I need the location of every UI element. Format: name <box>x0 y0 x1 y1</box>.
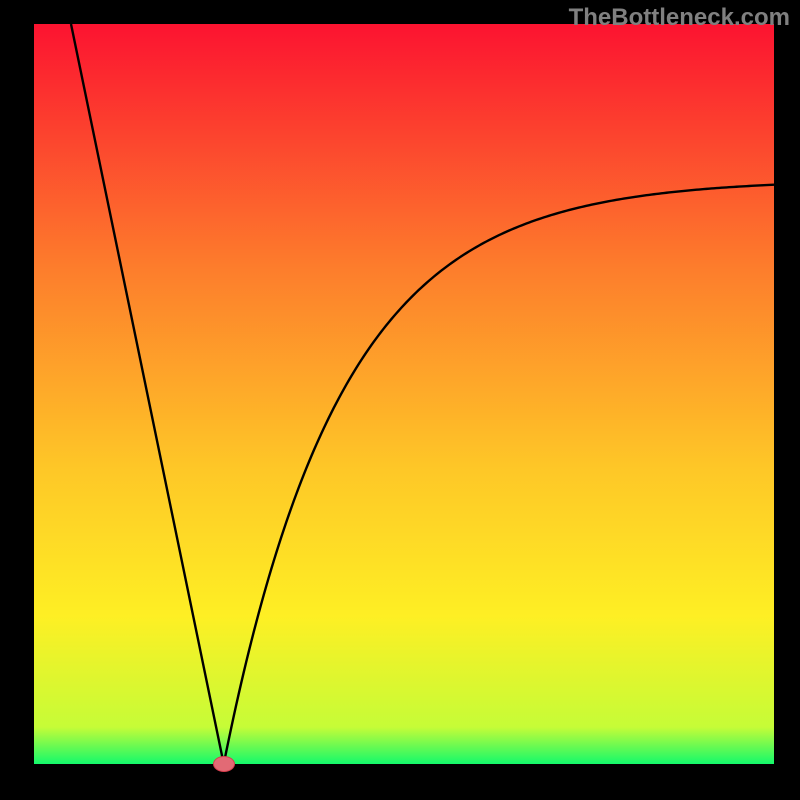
vertex-marker <box>213 756 235 772</box>
chart-container: TheBottleneck.com <box>0 0 800 800</box>
watermark-text: TheBottleneck.com <box>569 4 790 32</box>
bottleneck-curve <box>0 0 800 800</box>
